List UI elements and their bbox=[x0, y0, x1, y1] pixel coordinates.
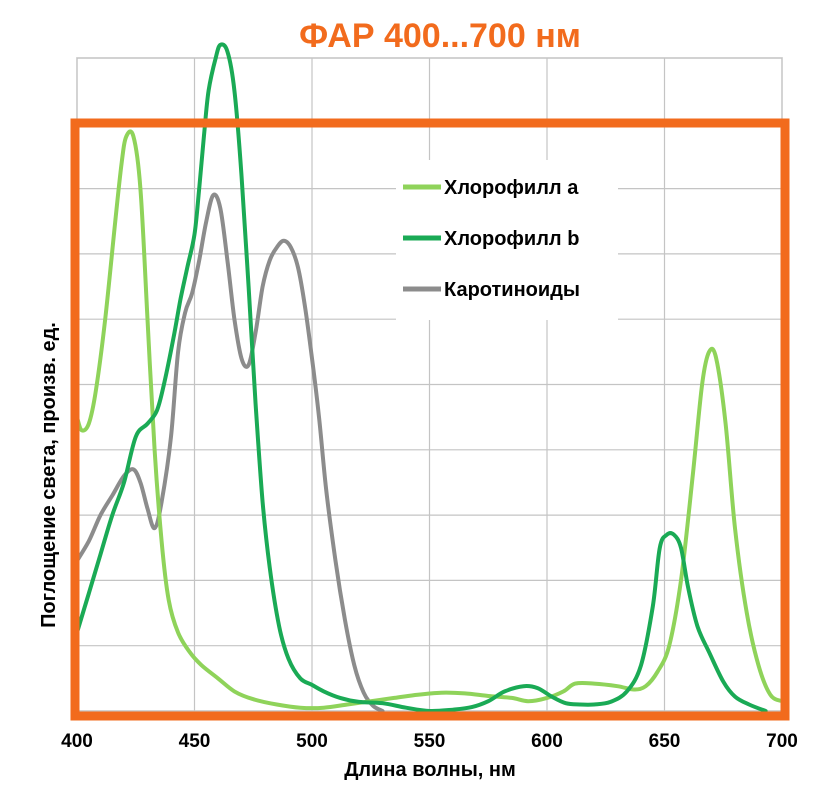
series-lines bbox=[75, 42, 784, 714]
highlight-box bbox=[70, 118, 790, 721]
x-tick-label: 700 bbox=[766, 731, 798, 752]
legend-label: Хлорофилл а bbox=[444, 177, 579, 199]
x-axis-label: Длина волны, нм bbox=[344, 759, 516, 781]
series-line-1 bbox=[75, 129, 784, 711]
x-tick-label: 400 bbox=[61, 731, 93, 752]
legend: Хлорофилл а Хлорофилл b Каротиноиды bbox=[396, 160, 618, 320]
x-tick-label: 500 bbox=[296, 731, 328, 752]
x-tick-label: 550 bbox=[414, 731, 446, 752]
x-tick-label: 600 bbox=[531, 731, 563, 752]
chart-title: ФАР 400...700 нм bbox=[299, 17, 581, 55]
x-tick-labels: 400 450 500 550 600 650 700 bbox=[61, 731, 798, 752]
x-tick-label: 450 bbox=[179, 731, 211, 752]
x-tick-label: 650 bbox=[649, 731, 681, 752]
series-line-3 bbox=[75, 192, 385, 713]
legend-label: Каротиноиды bbox=[444, 279, 580, 301]
y-axis-label: Поглощение света, произв. ед. bbox=[38, 322, 60, 628]
legend-label: Хлорофилл b bbox=[444, 228, 579, 250]
series-line-2 bbox=[75, 42, 768, 714]
